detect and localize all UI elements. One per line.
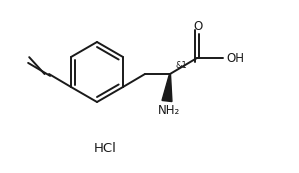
Polygon shape xyxy=(162,74,172,102)
Text: OH: OH xyxy=(226,52,244,65)
Text: NH₂: NH₂ xyxy=(158,104,180,117)
Text: HCl: HCl xyxy=(94,142,116,154)
Text: &1: &1 xyxy=(176,61,188,71)
Text: O: O xyxy=(193,20,203,33)
